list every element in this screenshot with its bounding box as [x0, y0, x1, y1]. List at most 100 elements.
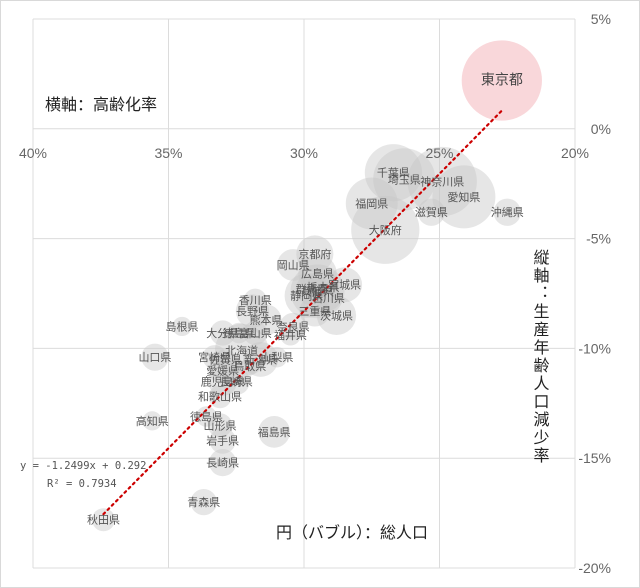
y-tick-label: 5% [591, 11, 611, 27]
point-label: 沖縄県 [491, 205, 524, 219]
point-label: 宮城県 [328, 278, 361, 292]
point-label: 徳島県 [190, 409, 223, 423]
bubble [214, 323, 269, 378]
y-tick-label: 0% [591, 121, 611, 137]
bubble [461, 40, 542, 121]
point-label: 福井県 [274, 328, 307, 342]
x-tick-label: 25% [425, 145, 453, 161]
bubble [142, 411, 162, 431]
point-label: 兵庫県 [301, 284, 334, 298]
bubble [210, 320, 236, 346]
bubble [258, 415, 291, 448]
trendline-equation: y = -1.2499x + 0.292 [20, 460, 146, 472]
point-label: 長野県 [236, 305, 269, 318]
point-label: 山梨県 [260, 350, 293, 364]
bubble [432, 165, 496, 229]
bubble [493, 198, 521, 226]
point-label: 山形県 [203, 419, 236, 432]
point-label: 大阪府 [369, 223, 402, 237]
point-label: 岩手県 [206, 434, 239, 448]
bubble [243, 320, 268, 346]
bubble [222, 367, 250, 395]
y-axis-title: 縦軸：生産年齢人口減少率 [531, 249, 550, 465]
point-label: 愛媛県 [206, 363, 239, 377]
point-label: 愛知県 [447, 190, 480, 204]
bubble [266, 346, 288, 368]
point-label: 佐賀県 [209, 352, 242, 366]
bubble [209, 448, 237, 477]
tick-labels: 40% 35% 30% 25% 20% 5% 0% -5% -10% -15% -20% [19, 11, 611, 576]
point-label: 熊本県 [250, 313, 283, 327]
point-label: 群馬県 [296, 282, 329, 296]
y-tick-label: -5% [586, 231, 611, 247]
bubble [295, 272, 329, 306]
point-label: 長崎県 [206, 456, 239, 470]
bubble [240, 357, 259, 375]
trendline-r2: R² = 0.7934 [47, 478, 117, 490]
point-label: 徳島県 [222, 326, 255, 340]
bubble [208, 366, 238, 396]
point-label: 静岡県 [290, 289, 323, 303]
bubble-layer [91, 40, 542, 532]
bubble [284, 273, 329, 318]
bubble [209, 427, 236, 454]
point-label: 長崎県 [220, 374, 253, 388]
bubble [141, 343, 169, 371]
point-label: 東京都 [481, 72, 523, 88]
point-label: 富山県 [239, 326, 272, 340]
x-tick-label: 40% [19, 145, 47, 161]
bubble [417, 198, 445, 226]
point-label: 三重県 [298, 304, 331, 318]
y-tick-label: -10% [578, 340, 611, 356]
bubble [215, 349, 236, 370]
bubble [196, 406, 217, 427]
point-label: 青森県 [187, 495, 220, 509]
bubble [235, 294, 270, 328]
point-label: 北海道 [225, 344, 258, 358]
bubble [316, 295, 357, 336]
point-label: 茨城県 [320, 308, 353, 322]
point-label: 岡山県 [277, 259, 310, 272]
point-label: 神奈川県 [420, 175, 464, 189]
bubble [202, 345, 227, 370]
point-label: 香川県 [239, 294, 272, 307]
x-axis-title: 横軸：高齢化率 [45, 95, 157, 114]
trendline [102, 109, 503, 516]
point-label: 宮崎県 [198, 350, 231, 364]
point-label: 広島県 [301, 267, 334, 281]
bubble [299, 295, 331, 327]
size-legend-label: 円（バブル）：総人口 [276, 523, 428, 542]
y-tick-label: -20% [578, 560, 611, 576]
point-label: 奈良県 [277, 319, 310, 333]
point-label: 千葉県 [377, 166, 410, 180]
x-tick-label: 35% [154, 145, 182, 161]
bubble [345, 177, 398, 230]
x-tick-label: 30% [290, 145, 318, 161]
bubble [306, 270, 340, 304]
bubble [243, 341, 279, 377]
point-label: 和歌山県 [198, 390, 242, 404]
bubble [351, 195, 420, 264]
bubble [327, 267, 363, 303]
bubble [364, 144, 423, 202]
point-label: 福島県 [258, 425, 291, 439]
point-label: 京都府 [298, 247, 331, 261]
bubble [91, 508, 115, 532]
bubble [277, 249, 310, 281]
point-label: 島根県 [166, 319, 199, 333]
bubble [296, 235, 334, 273]
point-label: 秋田県 [87, 513, 120, 527]
bubble [250, 304, 282, 336]
point-label: 福岡県 [355, 196, 388, 210]
x-tick-label: 20% [561, 145, 589, 161]
y-tick-label: -15% [578, 450, 611, 466]
point-label: 石川県 [312, 292, 345, 305]
bubble [228, 322, 250, 344]
bubble [190, 489, 217, 516]
bubble [172, 316, 192, 337]
bubble [209, 356, 237, 384]
bubble [207, 413, 233, 438]
point-label: 埼玉県 [388, 172, 421, 186]
